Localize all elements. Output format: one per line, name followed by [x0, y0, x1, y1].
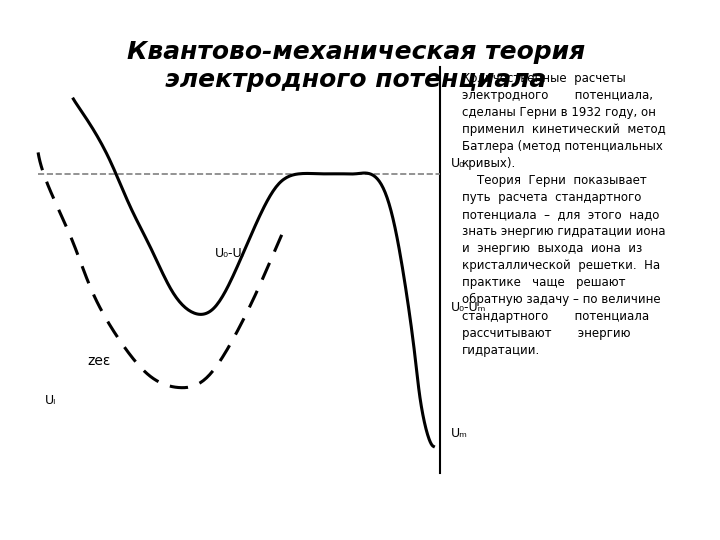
Text: U₀-Uₘ: U₀-Uₘ	[451, 301, 487, 314]
Text: Uₘ: Uₘ	[451, 427, 468, 440]
Text: zeε: zeε	[88, 354, 111, 368]
Text: U₀: U₀	[451, 157, 465, 170]
Text: U₀-Uₗ: U₀-Uₗ	[215, 247, 244, 260]
Text: Количественные  расчеты
электродного       потенциала,
сделаны Герни в 1932 году: Количественные расчеты электродного поте…	[462, 72, 665, 357]
Text: Квантово-механическая теория
электродного потенциала: Квантово-механическая теория электродног…	[127, 40, 585, 92]
Text: Uₗ: Uₗ	[45, 394, 56, 408]
